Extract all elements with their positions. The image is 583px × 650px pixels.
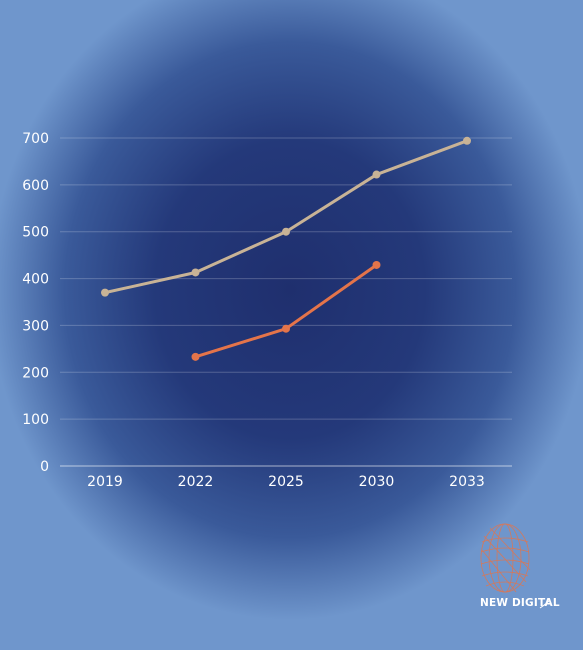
y-tick-label: 400	[22, 272, 49, 288]
series-group	[101, 136, 471, 361]
globe-mesh-icon	[480, 523, 551, 609]
series-1-line	[103, 139, 469, 295]
series-1-point	[463, 136, 471, 145]
y-tick-label: 200	[22, 365, 49, 381]
series-1-point	[372, 170, 381, 179]
x-tick-label: 2025	[268, 474, 304, 490]
series-2-point	[191, 352, 200, 361]
series-2-point	[282, 324, 290, 333]
x-tick-label: 2022	[178, 474, 214, 490]
y-tick-label: 100	[22, 412, 49, 428]
y-axis-ticks: 0 100 200 300 400 500 600 700	[22, 131, 49, 475]
series-1-point	[191, 268, 200, 277]
brand-name: NEW DIGITAL	[480, 597, 560, 609]
y-tick-label: 700	[22, 131, 49, 147]
x-tick-label: 2019	[87, 474, 123, 490]
x-axis-ticks: 2019 2022 2025 2030 2033	[87, 474, 485, 490]
x-tick-label: 2030	[359, 474, 395, 490]
series-1-point	[282, 227, 290, 236]
series-2-point	[372, 260, 381, 269]
y-tick-label: 500	[22, 225, 49, 241]
grid-lines	[60, 137, 512, 420]
y-tick-label: 600	[22, 178, 49, 194]
x-tick-label: 2033	[449, 474, 485, 490]
y-tick-label: 0	[40, 459, 49, 475]
y-tick-label: 300	[22, 318, 49, 334]
series-1-point	[101, 288, 109, 297]
